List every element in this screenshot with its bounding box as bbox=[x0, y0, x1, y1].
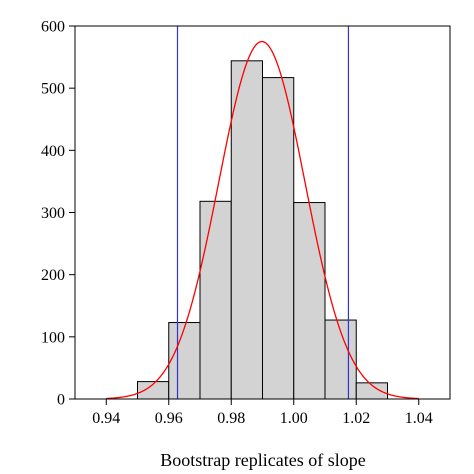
y-tick-label: 0 bbox=[57, 392, 65, 409]
x-tick-label: 1.04 bbox=[405, 410, 433, 427]
x-axis-label: Bootstrap replicates of slope bbox=[160, 450, 365, 470]
histogram-bar-5 bbox=[262, 77, 295, 400]
histogram-bar-4 bbox=[230, 60, 263, 400]
x-tick-label: 0.96 bbox=[155, 410, 183, 427]
histogram-bar-3 bbox=[199, 200, 232, 400]
normal-curve-layer bbox=[106, 40, 419, 400]
interval-lines bbox=[176, 26, 350, 399]
histogram-bar-6 bbox=[293, 202, 326, 400]
x-axis-ticks: 0.94 0.96 0.98 1.00 1.02 1.04 bbox=[92, 399, 433, 427]
y-tick-label: 600 bbox=[41, 19, 65, 36]
y-tick-label: 400 bbox=[41, 143, 65, 160]
y-tick-label: 200 bbox=[41, 267, 65, 284]
normal-curve bbox=[106, 40, 419, 400]
x-tick-label: 0.94 bbox=[92, 410, 120, 427]
histogram-bars bbox=[137, 60, 388, 400]
x-tick-label: 0.98 bbox=[217, 410, 245, 427]
y-tick-label: 500 bbox=[41, 81, 65, 98]
y-tick-label: 300 bbox=[41, 205, 65, 222]
y-tick-label: 100 bbox=[41, 329, 65, 346]
x-tick-label: 1.02 bbox=[342, 410, 370, 427]
histogram-bar-2 bbox=[168, 322, 201, 400]
y-axis-ticks: 0 100 200 300 400 500 600 bbox=[41, 19, 75, 409]
x-tick-label: 1.00 bbox=[280, 410, 308, 427]
